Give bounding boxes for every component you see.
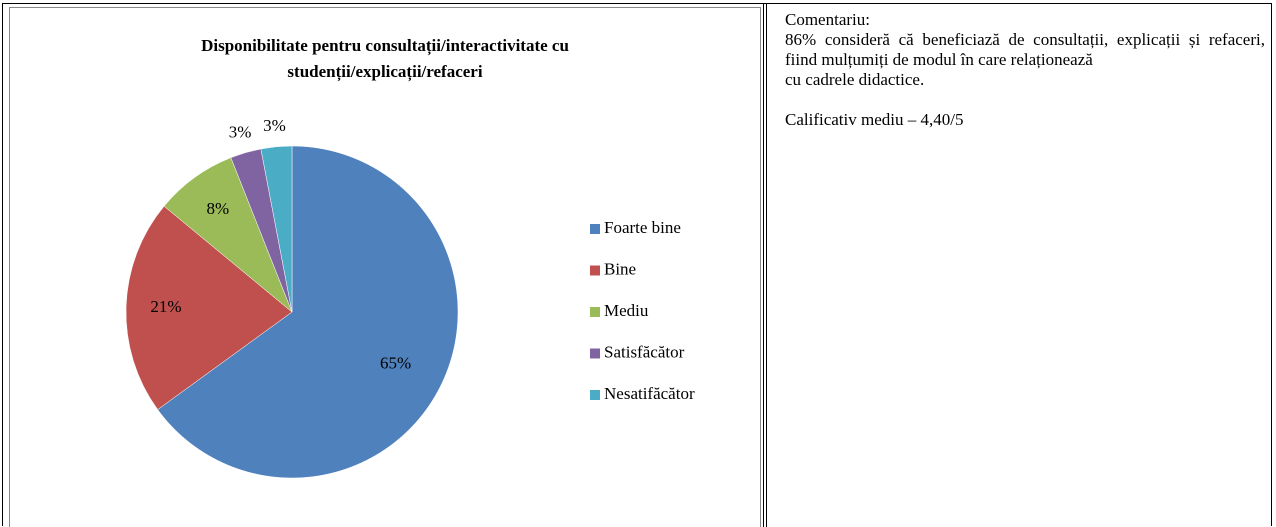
legend-label: Nesatifăcător bbox=[604, 384, 695, 403]
pie-slice bbox=[157, 145, 459, 479]
cell-border bbox=[763, 4, 764, 527]
chart-cell bbox=[9, 7, 761, 527]
chart: Disponibilitate pentru consultații/inter… bbox=[125, 36, 695, 479]
chart-title: studenții/explicații/refaceri bbox=[287, 62, 482, 82]
legend-swatch bbox=[590, 265, 600, 276]
data-label: 21% bbox=[150, 297, 181, 316]
chart-title: Disponibilitate pentru consultații/inter… bbox=[201, 36, 569, 56]
spacer bbox=[785, 90, 1265, 110]
comment-text: 86% consideră că beneficiază de consulta… bbox=[785, 30, 1265, 69]
data-label: 3% bbox=[229, 122, 252, 141]
data-label: 3% bbox=[263, 116, 286, 135]
pie-slice bbox=[125, 205, 293, 410]
legend-label: Bine bbox=[604, 259, 636, 278]
comment-cell: Comentariu: 86% consideră că beneficiază… bbox=[785, 10, 1265, 130]
legend-swatch bbox=[590, 224, 600, 234]
legend-label: Satisfăcător bbox=[604, 342, 685, 361]
data-label: 8% bbox=[207, 199, 230, 218]
legend-swatch bbox=[590, 348, 600, 359]
cell-border bbox=[766, 4, 767, 527]
comment-text: cu cadrele didactice. bbox=[785, 70, 925, 89]
comment-heading: Comentariu: bbox=[785, 10, 870, 29]
pie-slice bbox=[260, 145, 293, 313]
data-label: 65% bbox=[380, 354, 411, 373]
table-frame: Comentariu: 86% consideră că beneficiază… bbox=[2, 3, 1272, 527]
legend-swatch bbox=[590, 307, 600, 317]
comment-text: Calificativ mediu – 4,40/5 bbox=[785, 110, 964, 129]
legend-label: Mediu bbox=[604, 301, 649, 320]
legend-label: Foarte bine bbox=[604, 218, 681, 237]
legend-swatch bbox=[590, 390, 600, 400]
